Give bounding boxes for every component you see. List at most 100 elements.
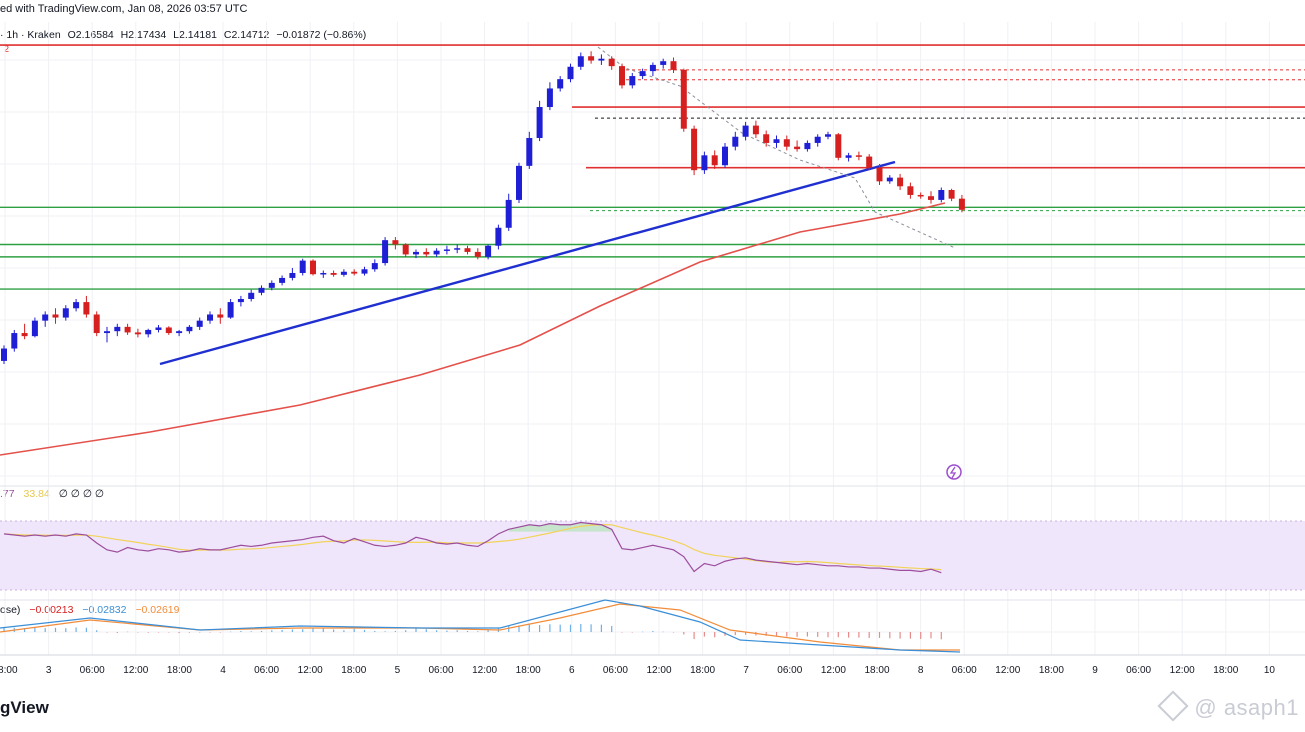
candle-body xyxy=(948,190,955,199)
candle-body xyxy=(794,146,801,150)
ema-200-line xyxy=(0,202,946,456)
macd-hist-bar xyxy=(54,627,57,632)
candle-body xyxy=(711,155,718,166)
lightning-icon xyxy=(946,464,962,480)
macd-hist-bar xyxy=(569,624,572,632)
candle-body xyxy=(588,56,595,61)
candle-body xyxy=(114,326,121,332)
macd-hist-bar xyxy=(786,632,788,637)
watermark: @ asaph1 xyxy=(1157,690,1299,722)
candle-body xyxy=(361,269,368,274)
candle-body xyxy=(907,186,914,195)
macd-hist-bar xyxy=(745,632,747,635)
macd-hist-bar xyxy=(539,625,541,632)
candle-body xyxy=(423,251,430,255)
candle-body xyxy=(320,272,327,275)
candle-body xyxy=(485,245,492,257)
publish-header: ed with TradingView.com, Jan 08, 2026 03… xyxy=(0,3,248,15)
candle-body xyxy=(691,128,698,171)
candle-body xyxy=(732,136,739,147)
macd-signal-line xyxy=(0,603,960,651)
time-tick-label: 18:00 xyxy=(341,665,366,676)
macd-hist-bar xyxy=(909,632,911,639)
time-tick-label: 4 xyxy=(220,665,226,676)
time-tick-label: 06:00 xyxy=(1126,665,1151,676)
candle-body xyxy=(330,272,337,275)
macd-hist-bar xyxy=(765,632,767,636)
macd-hist-bar xyxy=(889,632,891,639)
rsi-band xyxy=(0,521,1305,590)
candle-body xyxy=(670,61,677,70)
time-tick-label: 18:00 xyxy=(1213,665,1238,676)
macd-value: −0.00213 xyxy=(29,604,74,616)
candle-body xyxy=(804,142,811,150)
candle-body xyxy=(433,250,440,255)
chart-canvas[interactable]: 18:00 3 06:00 12:00 18:00 4 06:00 12:00 18:00 5 06… xyxy=(0,0,1305,690)
macd-hist-bar xyxy=(590,624,592,632)
time-tick-label: 12:00 xyxy=(1170,665,1195,676)
time-tick-label: 06:00 xyxy=(952,665,977,676)
candle-body xyxy=(938,190,945,200)
candle-body xyxy=(392,240,399,245)
macd-hist-bar xyxy=(24,628,26,632)
macd-hist-bar xyxy=(775,632,778,637)
macd-hist-bar xyxy=(363,629,366,632)
candle-body xyxy=(917,194,924,197)
candle-body xyxy=(196,320,203,327)
macd-hist-bar xyxy=(250,631,252,632)
symbol-label[interactable]: · 1h · Kraken xyxy=(0,29,61,41)
macd-hist-bar xyxy=(806,632,808,637)
macd-hist-bar xyxy=(281,629,283,632)
macd-hist-bar xyxy=(322,628,324,632)
macd-hist-bar xyxy=(899,632,901,639)
candle-body xyxy=(42,314,49,321)
time-tick-label: 12:00 xyxy=(472,665,497,676)
diamond-icon xyxy=(1157,690,1189,722)
macd-hist-bar xyxy=(230,631,232,633)
candle-body xyxy=(629,76,636,86)
candle-body xyxy=(11,333,18,349)
macd-hist-bar xyxy=(600,624,602,632)
candle-body xyxy=(31,320,38,337)
macd-hist-bar xyxy=(240,630,242,632)
candle-body xyxy=(413,251,419,255)
candle-body xyxy=(83,302,90,315)
candle-body xyxy=(464,248,471,252)
macd-hist-bar xyxy=(405,630,407,632)
macd-hist-bar xyxy=(672,632,675,633)
ohlc-legend: · 1h · Kraken O2.16584 H2.17434 L2.14181… xyxy=(0,29,370,41)
macd-hist-bar xyxy=(611,626,613,632)
candle-body xyxy=(567,66,574,80)
macd-hist-bar xyxy=(487,629,489,632)
time-tick-label: 18:00 xyxy=(516,665,541,676)
macd-hist-bar xyxy=(920,632,922,639)
candle-body xyxy=(52,314,59,318)
time-tick-label: 12:00 xyxy=(821,665,846,676)
candle-body xyxy=(217,314,224,318)
candle-body xyxy=(876,167,883,182)
candle-body xyxy=(93,314,100,334)
macd-hist-bar xyxy=(291,629,293,632)
candle-body xyxy=(598,58,605,61)
candle-body xyxy=(371,263,378,270)
macd-hist-bar xyxy=(188,632,190,633)
macd-hist-bar xyxy=(384,631,386,632)
candle-body xyxy=(897,177,904,187)
macd-hist-bar xyxy=(549,624,551,632)
candle-body xyxy=(516,165,522,200)
macd-hist-bar xyxy=(96,630,98,632)
macd-hist-bar xyxy=(703,632,705,637)
macd-hist-bar xyxy=(724,632,726,636)
candle-body xyxy=(134,332,141,335)
candle-body xyxy=(546,88,553,108)
macd-signal-value: −0.02832 xyxy=(82,604,127,616)
macd-hist-bar xyxy=(353,628,355,632)
candle-body xyxy=(608,58,615,67)
watermark-text: @ asaph1 xyxy=(1194,695,1299,720)
candle-body xyxy=(680,69,687,129)
time-tick-label: 3 xyxy=(46,665,52,676)
time-tick-label: 06:00 xyxy=(80,665,105,676)
candle-body xyxy=(495,227,502,246)
macd-hist-bar xyxy=(75,627,77,632)
macd-hist-bar xyxy=(940,632,942,640)
